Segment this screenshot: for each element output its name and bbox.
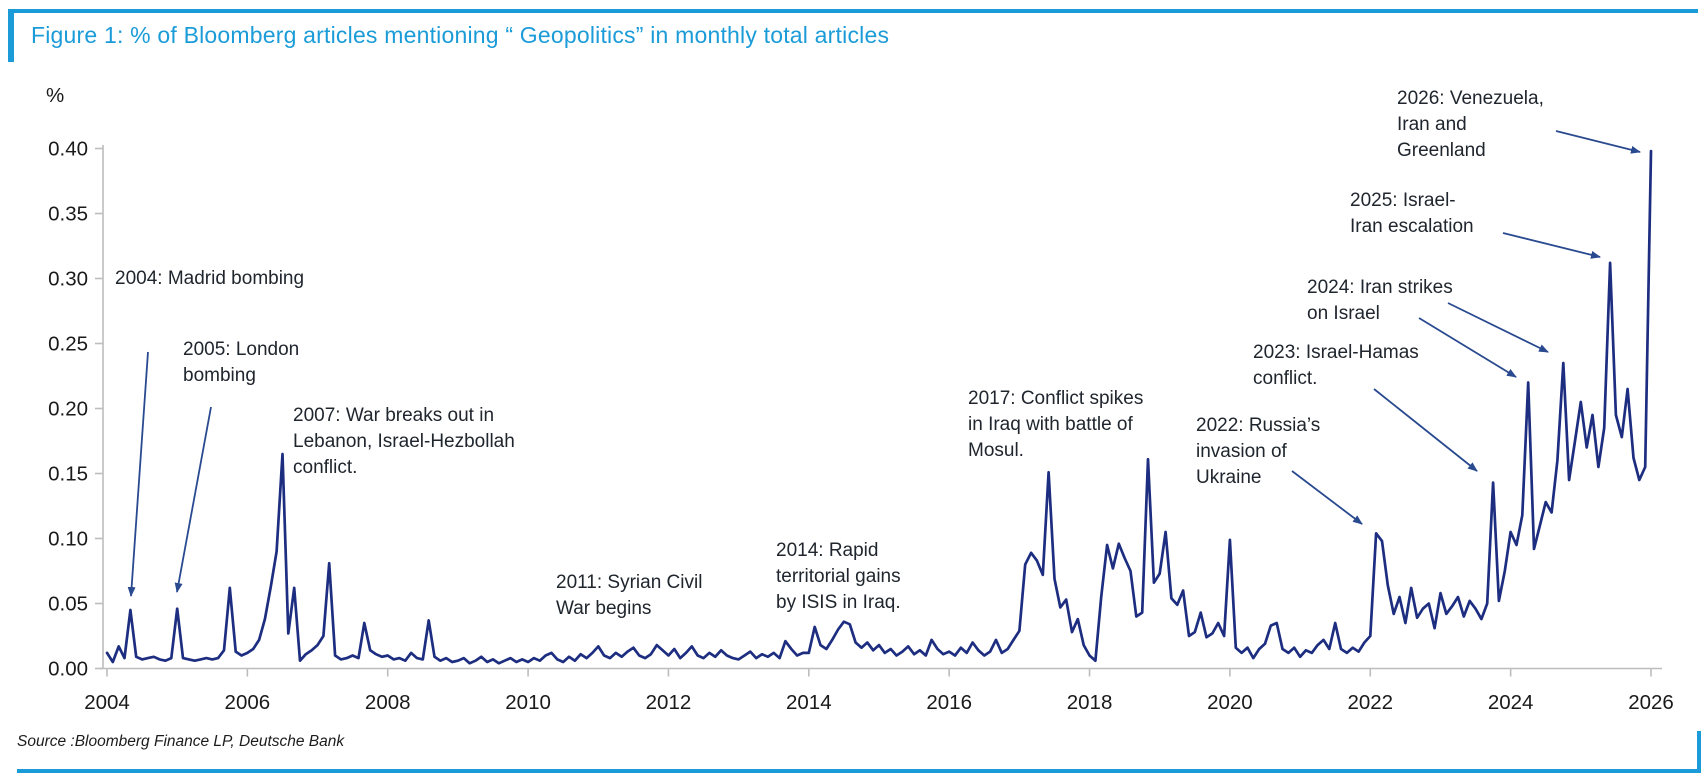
annotation-text: 2026: Venezuela, Iran and Greenland — [1397, 88, 1544, 161]
x-tick-label: 2018 — [1067, 691, 1113, 714]
ann-2007: 2007: War breaks out in Lebanon, Israel-H… — [293, 405, 515, 478]
y-tick-label: 0.00 — [48, 658, 88, 681]
title-accent-bar — [8, 9, 14, 62]
x-tick-label: 2026 — [1628, 691, 1674, 714]
x-tick-label: 2024 — [1488, 691, 1534, 714]
annotation-text: 2022: Russia’s invasion of Ukraine — [1196, 415, 1320, 488]
annotation-arrow — [1291, 470, 1363, 525]
annotation-text: 2007: War breaks out in Lebanon, Israel-H… — [293, 405, 515, 478]
annotation-text: 2017: Conflict spikes in Iraq with battle… — [968, 388, 1143, 461]
ann-2025: 2025: Israel-Iran escalation — [1350, 190, 1601, 259]
annotation-arrow — [1555, 130, 1641, 154]
x-tick-label: 2012 — [646, 691, 692, 714]
top-border-rule — [8, 9, 1698, 13]
annotation-text: 2004: Madrid bombing — [115, 268, 304, 289]
annotations: 2004: Madrid bombing 2005: London bombing 2… — [115, 88, 1641, 619]
y-tick-label: 0.30 — [48, 268, 88, 291]
x-tick-label: 2014 — [786, 691, 832, 714]
y-tick-label: 0.15 — [48, 463, 88, 486]
x-tick-label: 2004 — [84, 691, 130, 714]
y-tick-label: 0.05 — [48, 593, 88, 616]
annotation-text: 2011: Syrian Civil War begins — [556, 572, 702, 619]
annotation-arrow — [127, 351, 149, 597]
y-tick-label: 0.25 — [48, 333, 88, 356]
annotation-text: 2023: Israel-Hamas conflict. — [1253, 342, 1419, 389]
annotation-arrow — [174, 406, 212, 593]
axes — [100, 145, 1662, 670]
annotation-arrow — [1418, 317, 1517, 378]
ann-2022: 2022: Russia’s invasion of Ukraine — [1196, 415, 1363, 525]
ann-2023: 2023: Israel-Hamas conflict. — [1253, 342, 1478, 472]
x-tick-label: 2006 — [225, 691, 271, 714]
ann-2017: 2017: Conflict spikes in Iraq with battle… — [968, 388, 1143, 461]
y-axis-ticks: 0.00 0.05 0.10 0.15 0.20 0.25 0.30 0.35 0.40 — [48, 138, 103, 681]
ann-2024: 2024: Iran strikes on Israel — [1307, 277, 1549, 378]
ann-2014: 2014: Rapid territorial gains by ISIS in I… — [776, 540, 901, 613]
annotation-text: 2025: Israel-Iran escalation — [1350, 190, 1474, 237]
ann-2004: 2004: Madrid bombing — [115, 268, 304, 597]
x-axis-ticks: 2004 2006 2008 2010 2012 2014 2016 2018 2020 2022… — [84, 668, 1674, 714]
y-tick-label: 0.35 — [48, 203, 88, 226]
annotation-arrow — [1373, 388, 1478, 472]
annotation-arrow — [1502, 232, 1601, 259]
annotation-text: 2024: Iran strikes on Israel — [1307, 277, 1453, 324]
annotation-arrow — [1447, 302, 1549, 353]
annotation-text: 2005: London bombing — [183, 339, 299, 386]
x-tick-label: 2008 — [365, 691, 411, 714]
x-tick-label: 2022 — [1347, 691, 1393, 714]
x-tick-label: 2020 — [1207, 691, 1253, 714]
x-tick-label: 2010 — [505, 691, 551, 714]
ann-2005: 2005: London bombing — [174, 339, 299, 593]
data-series-line — [105, 149, 1653, 665]
bottom-border-rule — [17, 769, 1701, 773]
figure-title: Figure 1: % of Bloomberg articles mentio… — [31, 22, 890, 48]
ann-2026: 2026: Venezuela, Iran and Greenland — [1397, 88, 1641, 161]
annotation-text: 2014: Rapid territorial gains by ISIS in I… — [776, 540, 901, 613]
y-tick-label: 0.40 — [48, 138, 88, 161]
source-note: Source :Bloomberg Finance LP, Deutsche B… — [17, 733, 345, 750]
bottom-border-right-tick — [1697, 731, 1701, 773]
y-tick-label: 0.10 — [48, 528, 88, 551]
ann-2011: 2011: Syrian Civil War begins — [556, 572, 702, 619]
y-tick-label: 0.20 — [48, 398, 88, 421]
y-axis-unit-label: % — [46, 84, 64, 107]
x-tick-label: 2016 — [926, 691, 972, 714]
